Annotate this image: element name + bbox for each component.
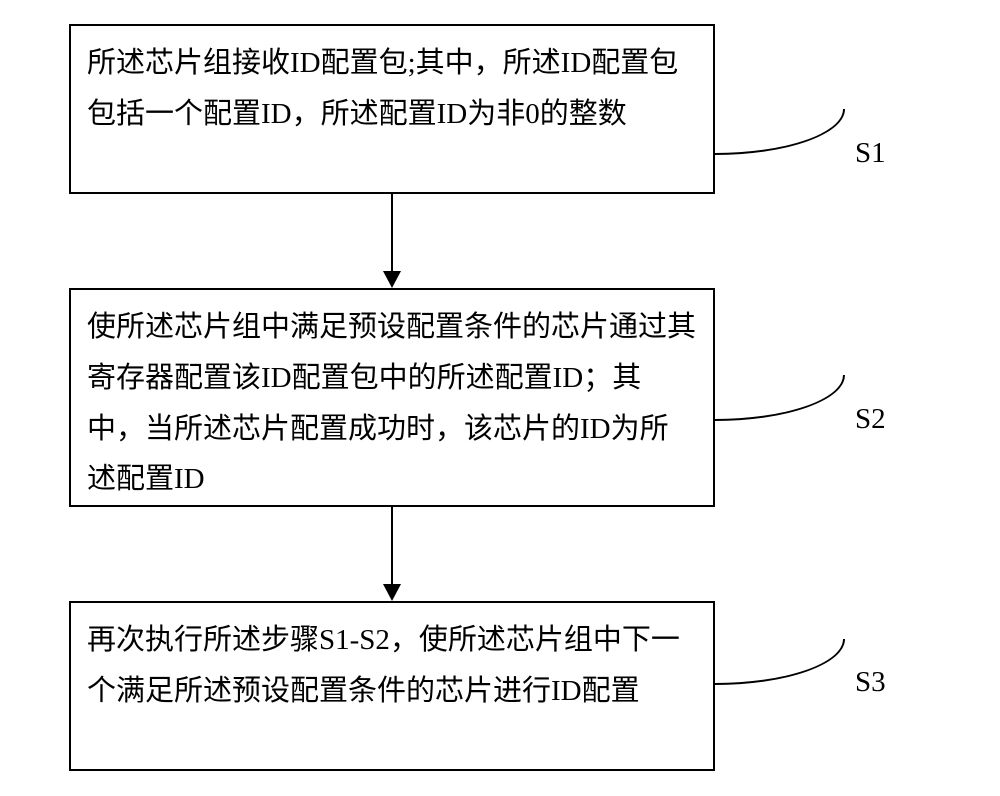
step-label-s3: S3 [855, 666, 886, 699]
step-text-s1: 所述芯片组接收ID配置包;其中，所述ID配置包包括一个配置ID，所述配置ID为非… [87, 47, 678, 130]
label-text-s3: S3 [855, 666, 886, 698]
step-text-s3: 再次执行所述步骤S1-S2，使所述芯片组中下一个满足所述预设配置条件的芯片进行I… [87, 624, 680, 707]
arrow-line-2-3 [391, 507, 393, 584]
arrow-head-1-2 [383, 271, 401, 288]
step-label-s2: S2 [855, 403, 886, 436]
label-text-s2: S2 [855, 403, 886, 435]
step-box-s2: 使所述芯片组中满足预设配置条件的芯片通过其寄存器配置该ID配置包中的所述配置ID… [69, 288, 715, 507]
connector-curve-s2 [715, 375, 845, 421]
step-box-s1: 所述芯片组接收ID配置包;其中，所述ID配置包包括一个配置ID，所述配置ID为非… [69, 24, 715, 194]
connector-curve-s3 [715, 639, 845, 685]
label-text-s1: S1 [855, 137, 886, 169]
arrow-line-1-2 [391, 194, 393, 271]
connector-curve-s1 [715, 109, 845, 155]
step-text-s2: 使所述芯片组中满足预设配置条件的芯片通过其寄存器配置该ID配置包中的所述配置ID… [87, 311, 696, 495]
flowchart-canvas: 所述芯片组接收ID配置包;其中，所述ID配置包包括一个配置ID，所述配置ID为非… [0, 0, 1000, 796]
arrow-head-2-3 [383, 584, 401, 601]
step-box-s3: 再次执行所述步骤S1-S2，使所述芯片组中下一个满足所述预设配置条件的芯片进行I… [69, 601, 715, 771]
step-label-s1: S1 [855, 137, 886, 170]
